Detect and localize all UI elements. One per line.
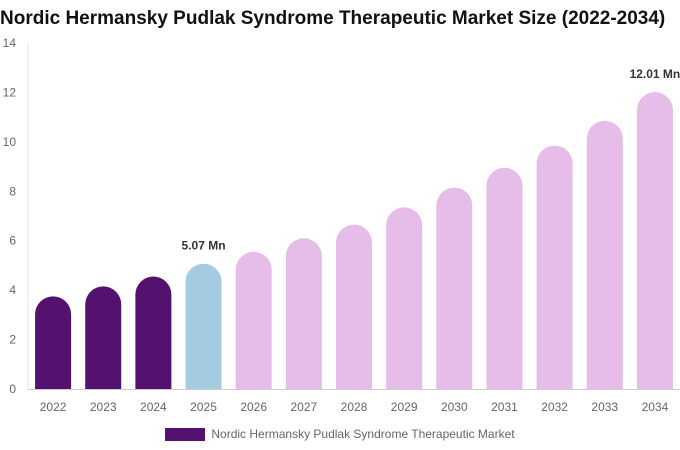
x-tick-label-2030: 2030: [441, 400, 468, 414]
x-tick-label-2033: 2033: [591, 400, 618, 414]
y-tick-label: 12: [3, 85, 17, 99]
y-tick-label: 8: [9, 184, 16, 198]
bar-2031: [486, 167, 523, 389]
bar-2022: [35, 296, 72, 389]
y-tick-label: 0: [9, 382, 16, 396]
bar-2026: [235, 251, 272, 389]
x-tick-label-2027: 2027: [290, 400, 317, 414]
bar-2033: [586, 120, 623, 389]
y-tick-label: 4: [9, 283, 16, 297]
bar-2029: [386, 207, 423, 389]
y-tick-label: 6: [9, 234, 16, 248]
x-axis: 2022 2023 2024 2025 2026 2027 2028 2029 2030 2031…: [28, 389, 680, 414]
bar-2024: [135, 276, 172, 389]
bar-2034: [636, 92, 673, 389]
x-tick-label-2029: 2029: [391, 400, 418, 414]
bar-2025: [185, 263, 222, 389]
x-tick-label-2024: 2024: [140, 400, 167, 414]
y-tick-label: 2: [9, 333, 16, 347]
bars-group: [35, 92, 673, 389]
bar-2023: [85, 286, 122, 389]
legend-label: Nordic Hermansky Pudlak Syndrome Therape…: [211, 427, 515, 441]
x-tick-label-2031: 2031: [491, 400, 518, 414]
x-tick-label-2028: 2028: [341, 400, 368, 414]
x-tick-label-2032: 2032: [541, 400, 568, 414]
data-labels-group: 5.07 Mn 12.01 Mn: [182, 67, 680, 253]
x-tick-label-2025: 2025: [190, 400, 217, 414]
x-tick-label-2023: 2023: [90, 400, 117, 414]
bar-2030: [436, 187, 473, 389]
x-tick-label-2034: 2034: [642, 400, 669, 414]
y-tick-label: 14: [3, 36, 17, 50]
legend: Nordic Hermansky Pudlak Syndrome Therape…: [0, 425, 680, 443]
x-tick-label-2022: 2022: [40, 400, 67, 414]
bar-2032: [536, 145, 573, 389]
legend-swatch: [165, 427, 206, 441]
y-axis: 0 2 4 6 8 10 12 14: [3, 36, 29, 396]
data-label-2025: 5.07 Mn: [182, 239, 226, 253]
chart-title: Nordic Hermansky Pudlak Syndrome Therape…: [0, 8, 666, 29]
y-tick-label: 10: [3, 135, 17, 149]
bar-2027: [285, 238, 322, 389]
bar-2028: [336, 224, 372, 389]
data-label-2034: 12.01 Mn: [630, 67, 680, 81]
x-tick-label-2026: 2026: [240, 400, 267, 414]
